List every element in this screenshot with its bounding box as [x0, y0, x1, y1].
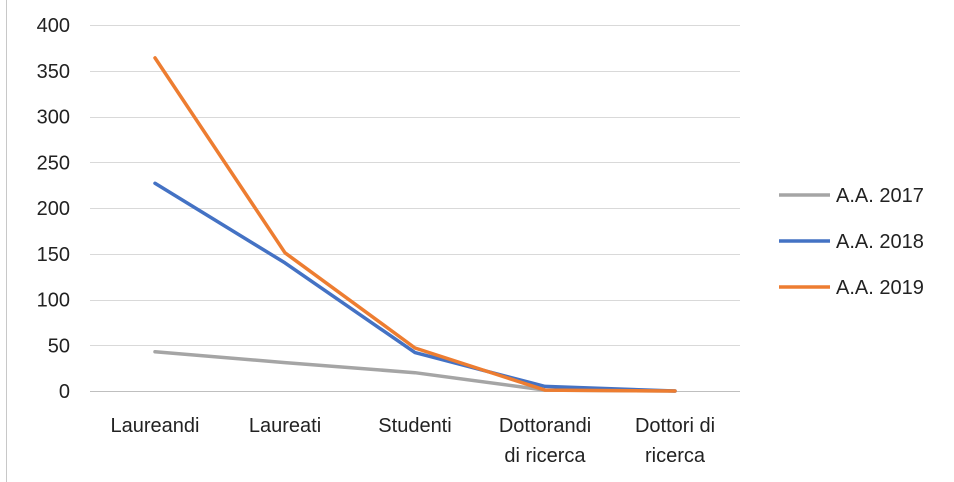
y-tick-label: 300 [37, 107, 70, 129]
x-tick-label: ricerca [645, 445, 706, 467]
y-tick-label: 200 [37, 198, 70, 220]
x-tick-label: Laureandi [111, 415, 200, 437]
y-tick-label: 350 [37, 61, 70, 83]
x-tick-label: di ricerca [504, 445, 586, 467]
series-lines [153, 56, 677, 393]
legend: A.A. 2017 A.A. 2018 A.A. 2019 [779, 185, 924, 299]
legend-label: A.A. 2019 [836, 277, 924, 299]
x-tick-label: Dottori di [635, 415, 715, 437]
y-tick-label: 150 [37, 244, 70, 266]
x-axis-ticks: Laureandi Laureati Studenti Dottorandi di ri… [111, 415, 716, 467]
y-tick-label: 400 [37, 15, 70, 37]
gridlines [90, 25, 740, 392]
x-tick-label: Studenti [378, 415, 451, 437]
y-tick-label: 50 [48, 335, 70, 357]
legend-label: A.A. 2018 [836, 231, 924, 253]
x-tick-label: Dottorandi [499, 415, 591, 437]
y-tick-label: 100 [37, 290, 70, 312]
y-axis-ticks: 0 50 100 150 200 250 300 350 400 [37, 15, 70, 403]
y-tick-label: 0 [59, 381, 70, 403]
y-tick-label: 250 [37, 152, 70, 174]
series-line-a-a-2019 [153, 56, 677, 393]
x-tick-label: Laureati [249, 415, 321, 437]
series-line-a-a-2017 [153, 349, 677, 393]
legend-label: A.A. 2017 [836, 185, 924, 207]
